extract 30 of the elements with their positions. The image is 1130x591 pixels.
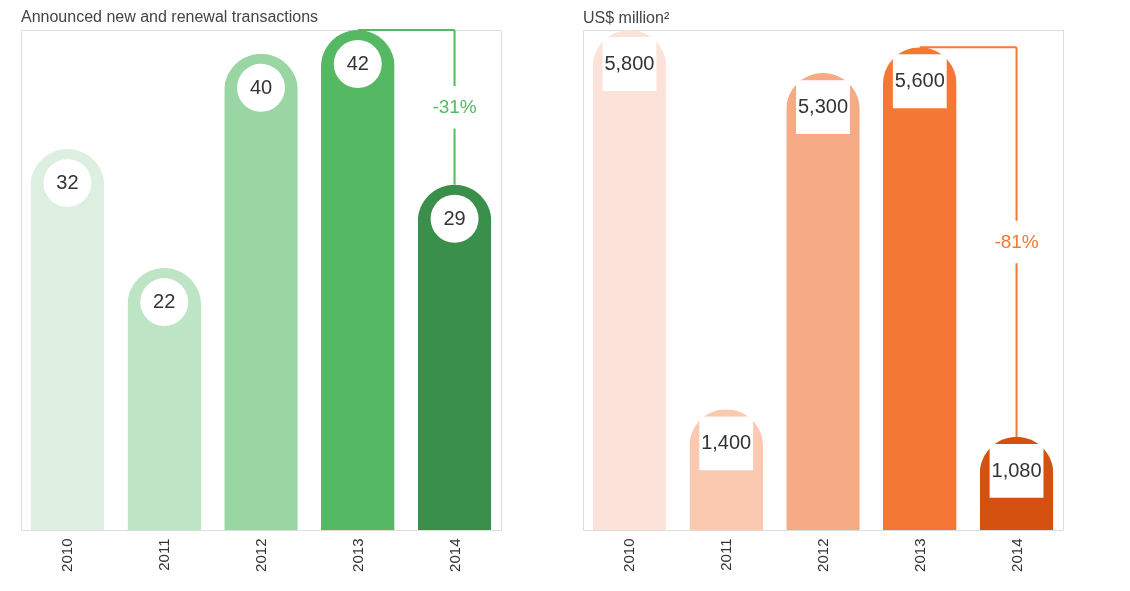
bar [592,30,667,530]
bar [224,53,298,530]
bar [417,184,492,530]
x-tick-label: 2014 [445,538,463,572]
x-tick-label: 2012 [814,538,831,572]
annotation: -81% [994,231,1039,253]
chart-title: US$ million² [583,9,670,26]
data-label: 5,300 [797,95,849,118]
x-tick-label: 2010 [58,538,76,572]
data-label: 5,600 [894,69,945,92]
x-tick-label: 2012 [252,538,269,572]
bar [30,149,105,530]
x-tick-label: 2011 [155,538,173,571]
chart-title: Announced new and renewal transactions [21,8,319,25]
data-label: 40 [249,75,273,98]
annotation: -31% [432,96,477,118]
x-tick-label: 2011 [717,538,735,571]
data-label: 22 [153,290,176,313]
data-label: 1,400 [701,431,752,454]
x-tick-label: 2014 [1007,538,1025,572]
x-tick-label: 2010 [620,538,638,572]
x-tick-label: 2013 [910,538,928,572]
data-label: 29 [443,206,466,229]
x-tick-label: 2013 [348,538,366,572]
bar [786,73,860,530]
bar [127,268,201,530]
data-label: 42 [346,52,369,74]
data-label: 1,080 [991,458,1042,481]
data-label: 32 [56,171,79,194]
data-label: 5,800 [604,52,655,74]
